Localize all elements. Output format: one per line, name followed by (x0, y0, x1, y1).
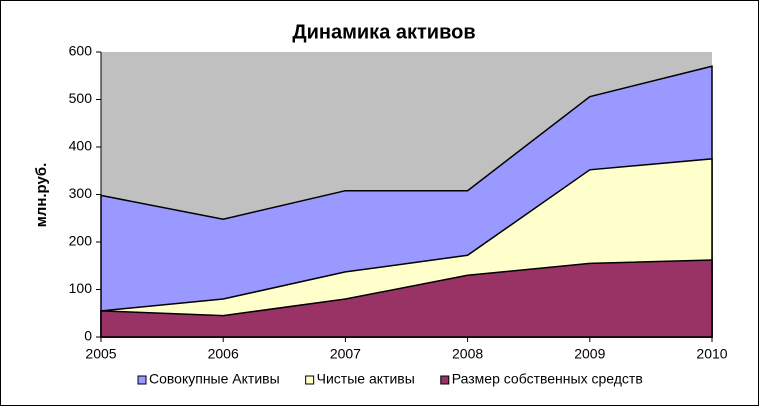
y-axis-label: млн.руб. (33, 163, 50, 228)
legend-label: Размер собственных средств (452, 371, 643, 387)
y-tick-label: 0 (84, 328, 92, 344)
legend-label: Чистые активы (317, 371, 415, 387)
x-tick-label: 2007 (330, 346, 361, 362)
chart-title: Динамика активов (292, 21, 475, 43)
y-tick-label: 500 (69, 90, 93, 106)
x-tick-label: 2006 (208, 346, 239, 362)
y-tick-label: 400 (69, 138, 93, 154)
x-tick-label: 2005 (85, 346, 116, 362)
legend-swatch (440, 375, 450, 385)
legend-label: Совокупные Активы (149, 371, 280, 387)
y-tick-label: 200 (69, 233, 93, 249)
y-tick-label: 600 (69, 43, 93, 59)
x-tick-label: 2008 (452, 346, 483, 362)
x-tick-label: 2010 (696, 346, 727, 362)
legend-swatch (137, 375, 147, 385)
area (100, 259, 713, 338)
legend-swatch (305, 375, 315, 385)
y-tick-label: 300 (69, 185, 93, 201)
x-tick-label: 2009 (574, 346, 605, 362)
y-tick-label: 100 (69, 280, 93, 296)
